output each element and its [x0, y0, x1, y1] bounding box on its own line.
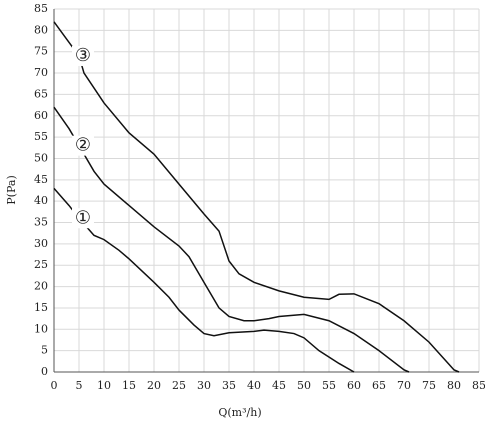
- series-label: ②: [75, 135, 91, 156]
- y-tick-label: 85: [34, 2, 48, 15]
- x-tick-label: 15: [122, 379, 136, 392]
- x-tick-label: 50: [297, 379, 311, 392]
- y-tick-label: 25: [34, 258, 48, 271]
- label-bg: [72, 208, 94, 229]
- x-tick-label: 80: [447, 379, 461, 392]
- x-axis-label: Q(m³/h): [218, 406, 261, 419]
- y-tick-label: 75: [34, 45, 48, 58]
- x-tick-label: 60: [347, 379, 361, 392]
- label-bg: [72, 45, 94, 66]
- y-tick-label: 50: [34, 151, 48, 164]
- y-tick-label: 15: [34, 301, 48, 314]
- series-label: ③: [75, 45, 91, 66]
- y-tick-label: 35: [34, 216, 48, 229]
- x-tick-label: 45: [272, 379, 286, 392]
- series-label: ①: [75, 207, 91, 228]
- curve: [53, 187, 355, 373]
- curve: [53, 21, 460, 373]
- y-tick-label: 80: [34, 23, 48, 36]
- y-tick-label: 5: [41, 344, 48, 357]
- x-tick-label: 0: [51, 379, 58, 392]
- y-axis-label: P(Pa): [5, 175, 18, 204]
- y-tick-label: 70: [34, 66, 48, 79]
- curve: [53, 106, 410, 373]
- x-tick-label: 85: [472, 379, 485, 392]
- x-tick-label: 55: [322, 379, 336, 392]
- label-bg: [72, 135, 94, 156]
- x-tick-label: 10: [97, 379, 111, 392]
- y-tick-label: 60: [34, 109, 48, 122]
- x-tick-label: 25: [172, 379, 186, 392]
- x-tick-label: 65: [372, 379, 386, 392]
- y-tick-label: 40: [34, 194, 48, 207]
- x-tick-label: 75: [422, 379, 436, 392]
- x-tick-label: 40: [247, 379, 261, 392]
- x-tick-label: 30: [197, 379, 211, 392]
- y-tick-label: 0: [41, 365, 48, 378]
- y-tick-label: 20: [34, 280, 48, 293]
- x-tick-label: 70: [397, 379, 411, 392]
- x-tick-label: 5: [76, 379, 83, 392]
- x-tick-label: 20: [147, 379, 161, 392]
- y-tick-label: 45: [34, 173, 48, 186]
- y-tick-label: 30: [34, 237, 48, 250]
- y-tick-label: 55: [34, 130, 48, 143]
- y-tick-label: 65: [34, 87, 48, 100]
- y-tick-label: 10: [34, 322, 48, 335]
- x-tick-label: 35: [222, 379, 236, 392]
